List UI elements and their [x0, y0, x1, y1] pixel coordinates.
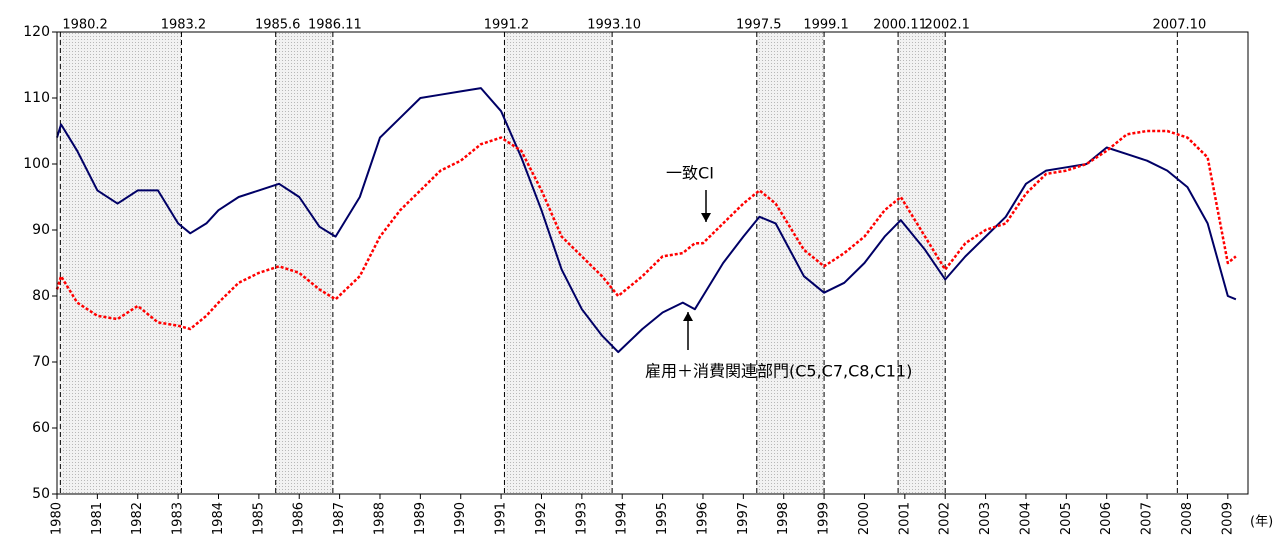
x-tick-label: 1992: [534, 502, 549, 535]
series-annotation: 雇用＋消費関連部門(C5,C7,C8,C11): [645, 362, 912, 381]
x-tick-label: 1990: [453, 502, 468, 535]
reference-label: 1997.5: [736, 18, 782, 33]
reference-label: 2000.11: [873, 18, 927, 33]
x-tick-label: 1980: [50, 502, 65, 535]
recession-band: [504, 32, 613, 494]
x-tick-label: 1986: [292, 502, 307, 535]
x-tick-label: 2009: [1220, 502, 1235, 535]
reference-label: 1983.2: [161, 18, 207, 33]
x-tick-label: 2005: [1059, 502, 1074, 535]
reference-label: 1986.11: [308, 18, 362, 33]
x-tick-label: 1991: [494, 502, 509, 535]
x-unit-label: (年): [1250, 515, 1273, 530]
x-tick-label: 2000: [857, 502, 872, 535]
arrow-head: [683, 312, 693, 321]
y-tick-label: 80: [32, 288, 50, 304]
x-tick-label: 1994: [615, 502, 630, 535]
x-tick-label: 1984: [211, 502, 226, 535]
recession-band: [60, 32, 182, 494]
reference-label: 1999.1: [803, 18, 849, 33]
x-tick-label: 1988: [372, 502, 387, 535]
x-tick-label: 1989: [413, 502, 428, 535]
y-tick-label: 90: [32, 222, 50, 238]
x-tick-label: 1993: [574, 502, 589, 535]
series-line: [55, 129, 1237, 331]
x-tick-label: 2004: [1018, 502, 1033, 535]
x-tick-label: 2006: [1099, 502, 1114, 535]
y-tick-label: 120: [23, 24, 50, 40]
x-tick-label: 1995: [655, 502, 670, 535]
x-tick-label: 2008: [1180, 502, 1195, 535]
recession-band: [756, 32, 825, 494]
series-line: [56, 87, 1237, 354]
recession-band: [275, 32, 333, 494]
x-tick-label: 1997: [736, 502, 751, 535]
x-tick-label: 2001: [897, 502, 912, 535]
plot-border: [56, 31, 1249, 495]
x-tick-label: 1999: [817, 502, 832, 535]
y-tick-label: 70: [32, 354, 50, 370]
x-tick-label: 1987: [332, 502, 347, 535]
x-tick-label: 1983: [171, 502, 186, 535]
reference-label: 1991.2: [484, 18, 530, 33]
reference-label: 2002.1: [924, 18, 970, 33]
y-tick-label: 110: [23, 90, 50, 106]
recession-bands: [60, 32, 946, 494]
x-tick-label: 2007: [1140, 502, 1155, 535]
y-tick-label: 60: [32, 420, 50, 436]
series-annotation: 一致CI: [666, 164, 714, 183]
reference-label: 2007.10: [1152, 18, 1206, 33]
recession-band: [898, 32, 946, 494]
reference-label: 1980.2: [62, 18, 108, 33]
x-tick-label: 2002: [938, 502, 953, 535]
x-tick-label: 2003: [978, 502, 993, 535]
x-tick-label: 1996: [695, 502, 710, 535]
x-tick-label: 1998: [776, 502, 791, 535]
x-tick-label: 1982: [130, 502, 145, 535]
arrow-head: [701, 213, 711, 222]
x-tick-label: 1981: [90, 502, 105, 535]
reference-label: 1993.10: [587, 18, 641, 33]
reference-label: 1985.6: [255, 18, 301, 33]
y-tick-label: 100: [23, 156, 50, 172]
y-tick-label: 50: [32, 486, 50, 502]
x-tick-label: 1985: [251, 502, 266, 535]
